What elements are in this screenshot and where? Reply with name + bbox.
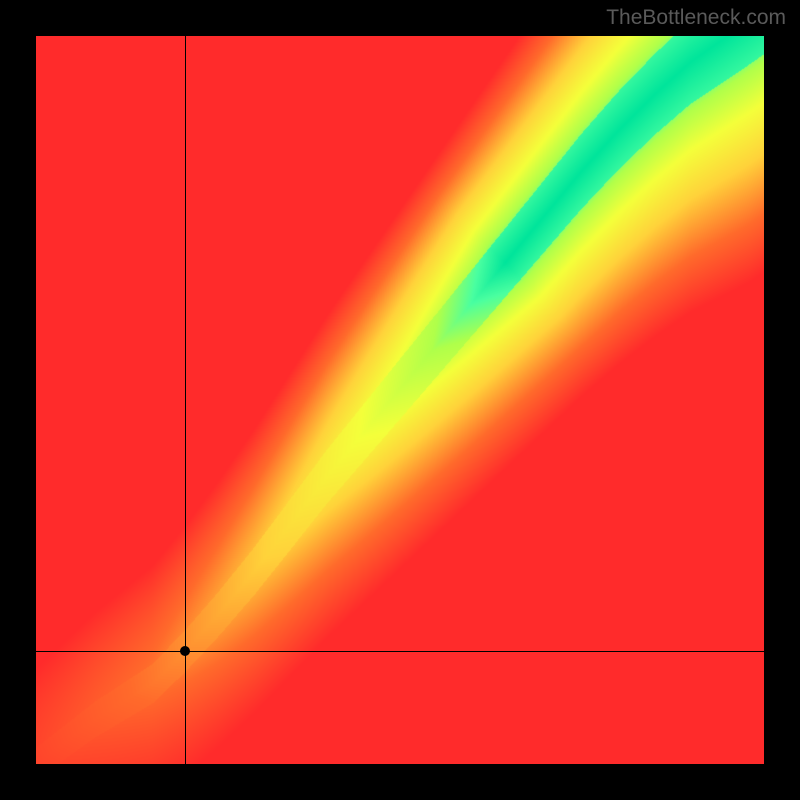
watermark-text: TheBottleneck.com (606, 6, 786, 30)
heatmap-plot (36, 36, 764, 764)
crosshair-horizontal (36, 651, 764, 652)
heatmap-canvas (36, 36, 764, 764)
marker-dot (180, 646, 190, 656)
